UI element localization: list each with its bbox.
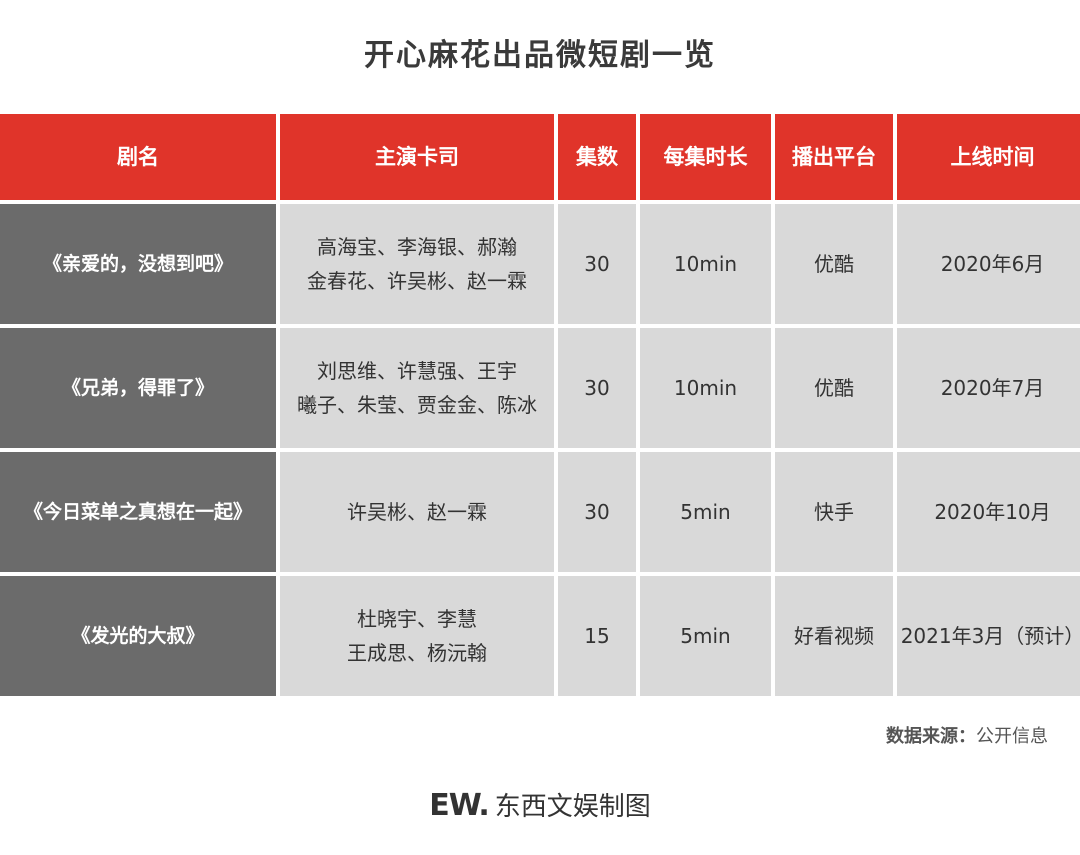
header-date: 上线时间 bbox=[897, 114, 1080, 200]
row-2-date: 2020年7月 bbox=[897, 328, 1080, 448]
row-2-cast: 刘思维、许慧强、王宇 曦子、朱莹、贾金金、陈冰 bbox=[280, 328, 554, 448]
row-1-duration: 10min bbox=[640, 204, 771, 324]
row-1-name: 《亲爱的，没想到吧》 bbox=[0, 204, 276, 324]
row-4-cast-line1: 杜晓宇、李慧 bbox=[357, 607, 477, 631]
source-label: 数据来源： bbox=[886, 726, 976, 747]
drama-table: 剧名 主演卡司 集数 每集时长 播出平台 上线时间 《亲爱的，没想到吧》 高海宝… bbox=[0, 114, 1080, 696]
row-3-cast: 许吴彬、赵一霖 bbox=[280, 452, 554, 572]
row-4-cast-line2: 王成思、杨沅翰 bbox=[347, 641, 487, 665]
header-duration: 每集时长 bbox=[640, 114, 771, 200]
row-3-cast-line1: 许吴彬、赵一霖 bbox=[347, 500, 487, 524]
header-platform: 播出平台 bbox=[775, 114, 893, 200]
row-2-cast-line1: 刘思维、许慧强、王宇 bbox=[317, 359, 517, 383]
row-4-date: 2021年3月（预计） bbox=[897, 576, 1080, 696]
source-value: 公开信息 bbox=[976, 726, 1048, 747]
ew-logo: EW. bbox=[429, 788, 490, 823]
row-1-episodes: 30 bbox=[558, 204, 636, 324]
row-4-duration: 5min bbox=[640, 576, 771, 696]
row-1-cast-line2: 金春花、许吴彬、赵一霖 bbox=[307, 269, 527, 293]
footer-text: 东西文娱制图 bbox=[494, 792, 651, 822]
row-3-episodes: 30 bbox=[558, 452, 636, 572]
footer-credit: EW. 东西文娱制图 bbox=[0, 786, 1080, 823]
row-1-date: 2020年6月 bbox=[897, 204, 1080, 324]
row-4-episodes: 15 bbox=[558, 576, 636, 696]
page-title: 开心麻花出品微短剧一览 bbox=[364, 38, 716, 73]
row-2-duration: 10min bbox=[640, 328, 771, 448]
row-3-name: 《今日菜单之真想在一起》 bbox=[0, 452, 276, 572]
header-cast: 主演卡司 bbox=[280, 114, 554, 200]
row-4-name: 《发光的大叔》 bbox=[0, 576, 276, 696]
row-1-cast-line1: 高海宝、李海银、郝瀚 bbox=[317, 235, 517, 259]
row-4-platform: 好看视频 bbox=[775, 576, 893, 696]
row-1-cast: 高海宝、李海银、郝瀚 金春花、许吴彬、赵一霖 bbox=[280, 204, 554, 324]
row-3-duration: 5min bbox=[640, 452, 771, 572]
header-episodes: 集数 bbox=[558, 114, 636, 200]
header-name: 剧名 bbox=[0, 114, 276, 200]
row-4-cast: 杜晓宇、李慧 王成思、杨沅翰 bbox=[280, 576, 554, 696]
row-2-name: 《兄弟，得罪了》 bbox=[0, 328, 276, 448]
row-2-cast-line2: 曦子、朱莹、贾金金、陈冰 bbox=[297, 393, 537, 417]
row-1-platform: 优酷 bbox=[775, 204, 893, 324]
row-3-date: 2020年10月 bbox=[897, 452, 1080, 572]
row-3-platform: 快手 bbox=[775, 452, 893, 572]
row-2-episodes: 30 bbox=[558, 328, 636, 448]
data-source: 数据来源：公开信息 bbox=[886, 722, 1048, 748]
row-2-platform: 优酷 bbox=[775, 328, 893, 448]
